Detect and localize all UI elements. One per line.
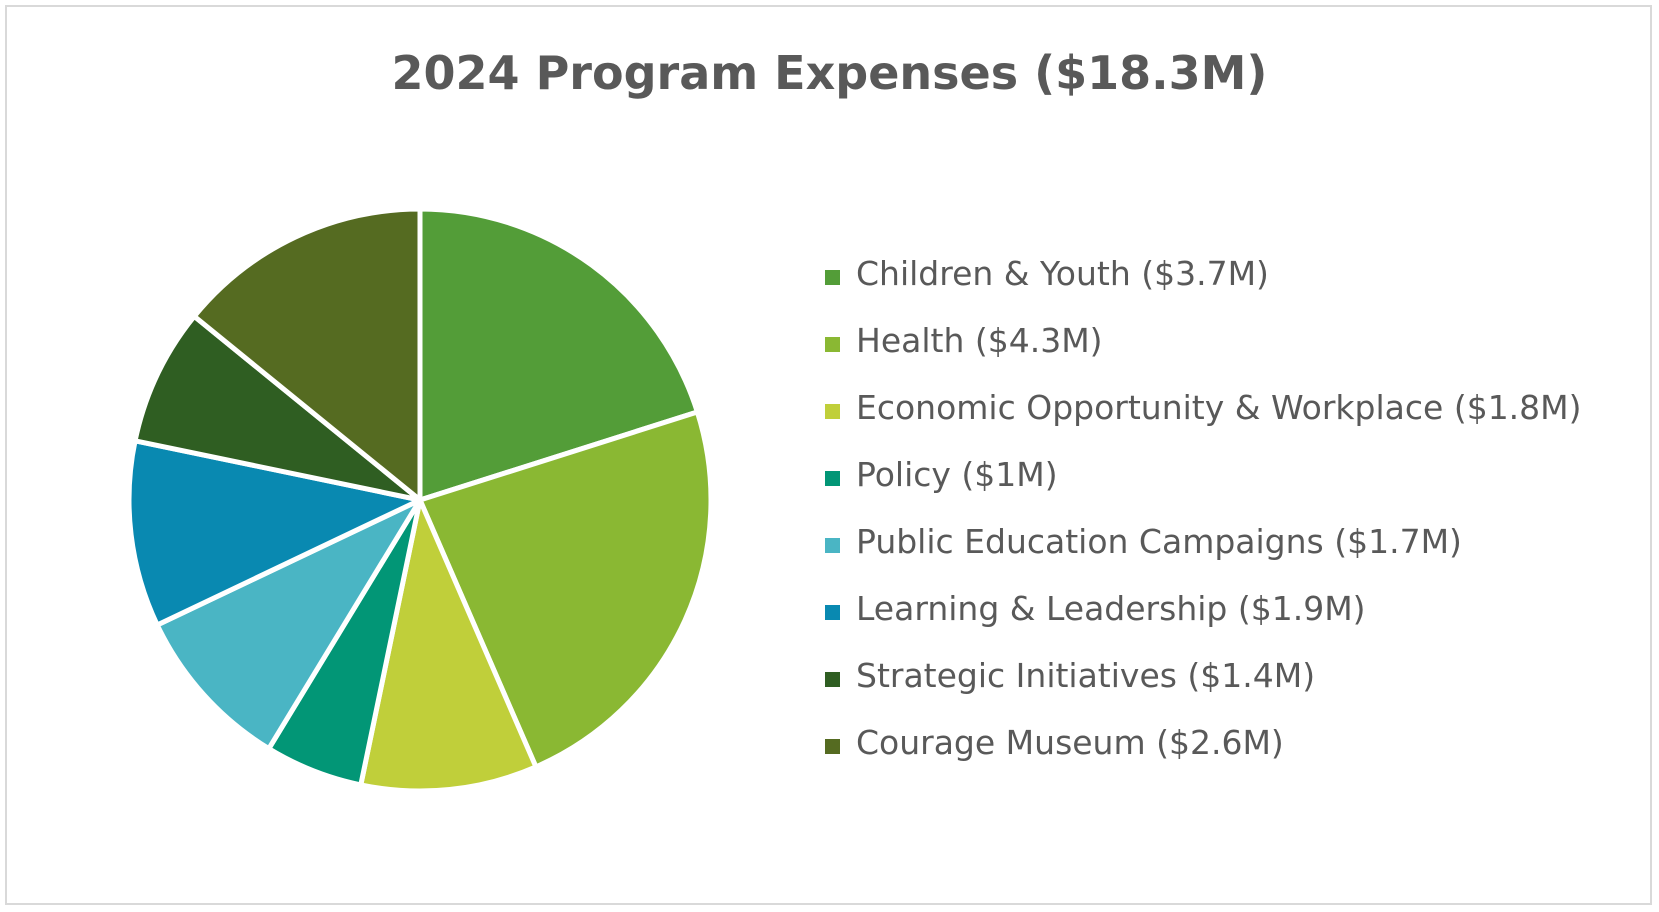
pie-slice-2	[358, 497, 539, 794]
pie-slices	[126, 206, 714, 794]
legend-label: Strategic Initiatives ($1.4M)	[856, 656, 1316, 695]
pie-slice-7	[191, 206, 423, 503]
legend-label: Policy ($1M)	[856, 455, 1058, 494]
legend-label: Public Education Campaigns ($1.7M)	[856, 522, 1462, 561]
legend-swatch	[825, 605, 840, 620]
legend-swatch	[825, 739, 840, 754]
legend-swatch	[825, 672, 840, 687]
pie-slice-4	[154, 497, 423, 752]
pie-slice-1	[417, 409, 714, 770]
legend-swatch	[825, 404, 840, 419]
chart-title: 2024 Program Expenses ($18.3M)	[391, 46, 1268, 100]
legend-label: Children & Youth ($3.7M)	[856, 254, 1269, 293]
legend-label: Economic Opportunity & Workplace ($1.8M)	[856, 388, 1582, 427]
legend-swatch	[825, 270, 840, 285]
legend-swatch	[825, 538, 840, 553]
legend-label: Health ($4.3M)	[856, 321, 1103, 360]
pie-slice-0	[417, 206, 700, 503]
legend-label: Learning & Leadership ($1.9M)	[856, 589, 1366, 628]
pie-slice-6	[132, 313, 423, 503]
legend-label: Courage Museum ($2.6M)	[856, 723, 1284, 762]
legend-swatch	[825, 471, 840, 486]
legend-swatch	[825, 337, 840, 352]
